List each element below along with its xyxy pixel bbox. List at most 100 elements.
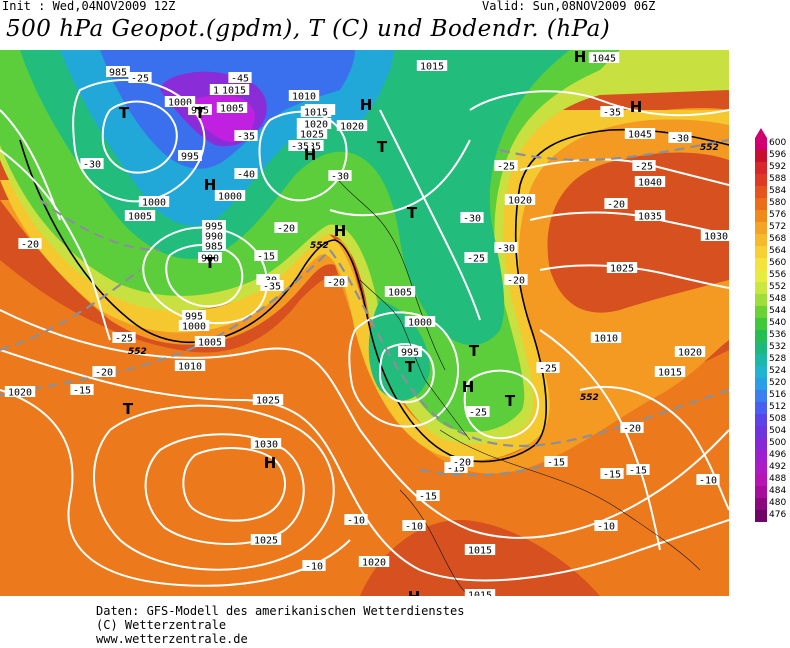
temperature-label: -20: [504, 274, 528, 287]
pressure-label: 1010: [174, 360, 206, 373]
svg-text:-25: -25: [131, 74, 149, 85]
footer-data-source: Daten: GFS-Modell des amerikanischen Wet…: [96, 604, 465, 618]
svg-text:-35: -35: [291, 142, 309, 153]
svg-text:1015: 1015: [222, 86, 246, 97]
colorbar-swatch: [755, 426, 767, 438]
isobar: [0, 109, 61, 221]
colorbar-swatch: [755, 474, 767, 486]
svg-text:995: 995: [185, 312, 203, 323]
svg-text:-15: -15: [547, 458, 565, 469]
colorbar-label: 480: [769, 498, 787, 508]
isotherm: [0, 269, 141, 352]
temperature-label: -15: [544, 456, 568, 469]
colorbar-swatch: [755, 234, 767, 246]
isotherm: [329, 249, 729, 447]
colorbar-swatch: [755, 510, 767, 522]
colorbar-label: 520: [769, 378, 787, 388]
pressure-label: 1015: [464, 589, 496, 597]
colorbar-label: 548: [769, 294, 787, 304]
pressure-label: 1030: [250, 438, 282, 451]
pressure-label: 1020: [336, 120, 368, 133]
svg-text:995: 995: [401, 348, 419, 359]
isobar: [348, 311, 459, 428]
svg-text:1010: 1010: [292, 92, 316, 103]
svg-text:1030: 1030: [254, 440, 278, 451]
isobar: [0, 349, 729, 582]
temperature-label: -30: [494, 242, 518, 255]
svg-text:1010: 1010: [178, 362, 202, 373]
temperature-label: -35: [288, 140, 312, 153]
isobar: [182, 447, 287, 522]
pressure-label: 1005: [194, 336, 226, 349]
temperature-label: -10: [302, 560, 326, 573]
svg-text:-15: -15: [73, 386, 91, 397]
high-pressure-symbol: H: [360, 96, 373, 114]
coastline: [439, 429, 701, 571]
colorbar-label: 592: [769, 162, 787, 172]
colorbar-swatch: [755, 450, 767, 462]
pressure-label: 1015: [300, 106, 332, 119]
colorbar-label: 476: [769, 510, 787, 520]
temperature-label: -25: [632, 160, 656, 173]
colorbar-swatch: [755, 174, 767, 186]
svg-text:995: 995: [181, 152, 199, 163]
pressure-label: 1025: [296, 128, 328, 141]
high-pressure-symbol: H: [204, 176, 217, 194]
svg-text:-10: -10: [597, 522, 615, 533]
svg-text:-20: -20: [277, 224, 295, 235]
svg-text:-20: -20: [21, 240, 39, 251]
high-pressure-symbol: H: [408, 588, 421, 596]
high-pressure-symbol: H: [304, 146, 317, 164]
low-pressure-symbol: T: [205, 254, 216, 272]
colorbar-swatch: [755, 282, 767, 294]
pressure-label: 1000: [178, 320, 210, 333]
colorbar-label: 524: [769, 366, 787, 376]
high-pressure-symbol: H: [264, 454, 277, 472]
isobar: [463, 369, 540, 440]
svg-text:1025: 1025: [254, 536, 278, 547]
svg-text:-35: -35: [237, 132, 255, 143]
svg-text:1000: 1000: [168, 98, 192, 109]
low-pressure-symbol: T: [123, 400, 134, 418]
svg-text:1015: 1015: [468, 546, 492, 557]
pressure-label: 1035: [634, 210, 666, 223]
svg-text:1025: 1025: [256, 396, 280, 407]
temperature-label: -20: [18, 238, 42, 251]
geopotential-label: 552: [128, 347, 147, 357]
pressure-label: 1005: [124, 210, 156, 223]
temperature-label: -15: [626, 464, 650, 477]
svg-text:-25: -25: [467, 254, 485, 265]
svg-text:985: 985: [205, 242, 223, 253]
temperature-label: -25: [536, 362, 560, 375]
pressure-label: 1005: [384, 286, 416, 299]
svg-text:1040: 1040: [638, 178, 662, 189]
temperature-label: -40: [234, 168, 258, 181]
colorbar-label: 512: [769, 402, 787, 412]
svg-text:990: 990: [205, 232, 223, 243]
pressure-label: 1000: [138, 196, 170, 209]
svg-text:1025: 1025: [300, 130, 324, 141]
colorbar-swatch: [755, 318, 767, 330]
pressure-label: 1045: [624, 128, 656, 141]
pressure-label: 1015: [464, 544, 496, 557]
temperature-label: -15: [600, 468, 624, 481]
svg-text:1015: 1015: [468, 591, 492, 597]
pressure-label: 1030: [700, 230, 729, 243]
pressure-label: 985: [106, 66, 130, 79]
pressure-label: 995: [182, 310, 206, 323]
colorbar-swatch: [755, 462, 767, 474]
isotherm: [499, 138, 729, 162]
svg-text:-30: -30: [671, 134, 689, 145]
svg-text:-25: -25: [635, 162, 653, 173]
pressure-label: 995: [398, 346, 422, 359]
svg-text:995: 995: [205, 222, 223, 233]
pressure-label: 1020: [674, 346, 706, 359]
colorbar-label: 552: [769, 282, 787, 292]
pressure-label: 1020: [300, 118, 332, 131]
colorbar-swatch: [755, 246, 767, 258]
svg-text:1020: 1020: [508, 196, 532, 207]
isobar: [0, 149, 111, 341]
svg-text:1020: 1020: [8, 388, 32, 399]
temperature-label: -20: [620, 422, 644, 435]
pressure-label: 1005: [216, 102, 248, 115]
